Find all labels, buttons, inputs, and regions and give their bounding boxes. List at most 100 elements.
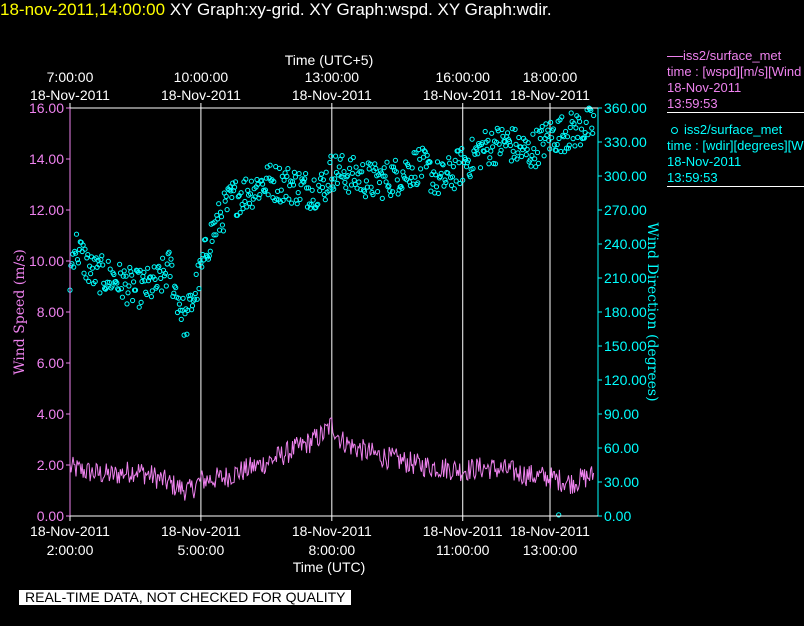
wdir-point bbox=[568, 110, 574, 116]
wdir-point bbox=[217, 209, 224, 215]
wdir-point bbox=[125, 290, 131, 296]
wdir-point bbox=[418, 166, 424, 172]
wdir-point bbox=[145, 265, 151, 271]
wdir-point bbox=[242, 198, 248, 205]
wdir-point bbox=[317, 188, 323, 194]
wdir-point bbox=[496, 141, 502, 147]
grid-lines bbox=[200, 108, 551, 516]
wdir-point bbox=[531, 146, 537, 152]
wdir-point bbox=[467, 174, 473, 180]
wdir-point bbox=[556, 135, 562, 142]
wdir-point bbox=[181, 332, 187, 338]
wdir-point bbox=[339, 153, 345, 159]
wdir-point bbox=[559, 114, 565, 120]
wdir-point bbox=[290, 182, 297, 188]
wdir-point bbox=[581, 135, 587, 141]
wdir-point bbox=[97, 290, 103, 296]
y-right-tick-label: 210.00 bbox=[604, 270, 647, 286]
wdir-point bbox=[271, 179, 277, 185]
wdir-point bbox=[84, 255, 90, 261]
wdir-point bbox=[347, 157, 354, 163]
wdir-point bbox=[475, 151, 481, 157]
wdir-point bbox=[89, 265, 96, 271]
wdir-point bbox=[85, 252, 91, 258]
legend-wspd: iss2/surface_met time : [wspd][m/s][Wind… bbox=[667, 48, 804, 113]
wdir-point bbox=[336, 164, 342, 170]
y-left-tick-label: 14.00 bbox=[29, 151, 64, 167]
wdir-point bbox=[232, 179, 239, 185]
wdir-point bbox=[265, 192, 271, 198]
x-top-tick-time: 16:00:00 bbox=[435, 69, 490, 85]
legend-wdir-field: time : [wdir][degrees][W bbox=[667, 138, 804, 153]
wdir-point bbox=[523, 152, 529, 158]
wdir-point bbox=[229, 194, 235, 201]
wdir-point bbox=[166, 249, 172, 255]
wdir-point bbox=[167, 273, 173, 280]
x-top-tick-date: 18-Nov-2011 bbox=[510, 87, 590, 103]
wdir-point bbox=[376, 179, 383, 186]
wdir-point bbox=[564, 134, 571, 140]
y-axis-left-label: Wind Speed (m/s) bbox=[12, 249, 28, 375]
wdir-point bbox=[244, 204, 250, 210]
y-right-tick-label: 120.00 bbox=[604, 372, 647, 388]
wdir-point bbox=[345, 173, 351, 179]
wdir-point bbox=[256, 195, 262, 201]
wdir-point bbox=[554, 141, 560, 148]
wdir-point bbox=[194, 296, 200, 302]
wdir-point bbox=[499, 126, 505, 133]
legend-wspd-time: 13:59:53 bbox=[667, 96, 718, 111]
wdir-point bbox=[297, 196, 303, 202]
wdir-point bbox=[412, 174, 418, 180]
wdir-point bbox=[235, 194, 241, 200]
wdir-point bbox=[566, 142, 572, 148]
wdir-point bbox=[280, 197, 286, 203]
wdir-point bbox=[590, 130, 596, 136]
wdir-point bbox=[201, 257, 207, 263]
wdir-point bbox=[438, 170, 444, 176]
wdir-point bbox=[525, 140, 531, 146]
wdir-point bbox=[182, 311, 188, 317]
wdir-point bbox=[430, 181, 436, 187]
wdir-point bbox=[387, 188, 393, 194]
wdir-point bbox=[228, 188, 234, 194]
wdir-point bbox=[149, 288, 155, 294]
wdir-point bbox=[575, 134, 581, 140]
y-right-tick-label: 300.00 bbox=[604, 168, 647, 184]
wdir-point bbox=[563, 128, 569, 135]
wdir-point bbox=[268, 178, 274, 184]
wdir-point bbox=[573, 125, 579, 131]
wdir-point bbox=[515, 150, 521, 156]
quality-disclaimer: REAL-TIME DATA, NOT CHECKED FOR QUALITY bbox=[19, 590, 352, 605]
wdir-point bbox=[177, 307, 183, 313]
wdir-point bbox=[220, 228, 226, 234]
y-left-tick-label: 6.00 bbox=[37, 355, 64, 371]
wdir-point bbox=[393, 169, 399, 175]
wdir-point bbox=[534, 127, 540, 133]
wdir-point bbox=[316, 182, 322, 188]
chart-header: 18-nov-2011,14:00:00 XY Graph:xy-grid. X… bbox=[0, 0, 552, 20]
wdir-point bbox=[74, 257, 81, 263]
wdir-point bbox=[281, 177, 287, 183]
wdir-point bbox=[433, 184, 440, 190]
header-timestamp: 18-nov-2011,14:00:00 bbox=[0, 0, 166, 19]
wdir-point bbox=[577, 119, 583, 125]
wdir-point bbox=[88, 254, 95, 260]
wdir-point bbox=[106, 279, 112, 286]
wdir-point bbox=[437, 173, 443, 180]
wdir-point bbox=[247, 191, 254, 197]
legend-wdir-series: iss2/surface_met bbox=[667, 122, 804, 138]
y-right-tick-label: 330.00 bbox=[604, 134, 647, 150]
wdir-point bbox=[577, 142, 584, 148]
legend-wspd-series: iss2/surface_met bbox=[667, 48, 804, 64]
wdir-point bbox=[323, 169, 329, 175]
wdir-point bbox=[351, 177, 357, 183]
wdir-point bbox=[234, 212, 240, 218]
wdir-point bbox=[284, 173, 290, 179]
wdir-point bbox=[81, 270, 87, 276]
wdir-point bbox=[144, 291, 150, 298]
wdir-point bbox=[212, 219, 218, 225]
wdir-point bbox=[199, 264, 205, 270]
wdir-point bbox=[119, 294, 126, 300]
wdir-point bbox=[413, 150, 419, 156]
wdir-point bbox=[224, 207, 230, 213]
